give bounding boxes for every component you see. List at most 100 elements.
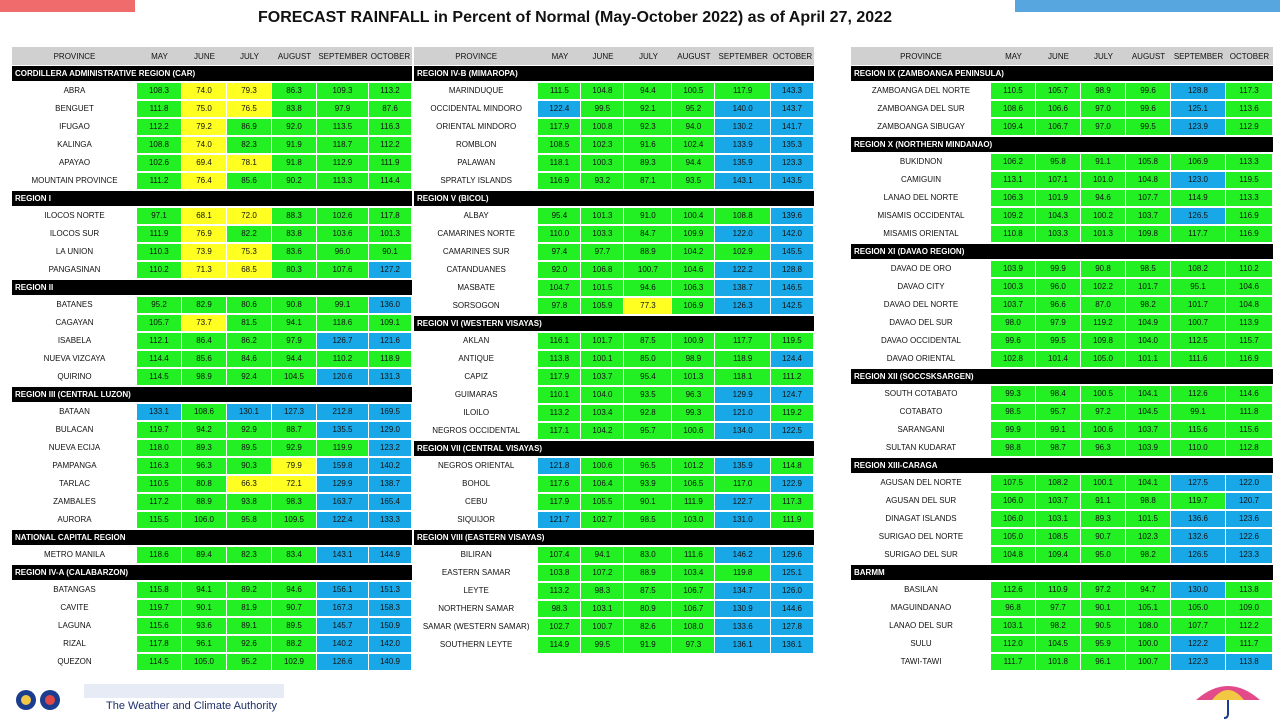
rainfall-value-cell: 97.9 — [317, 101, 368, 117]
rainfall-value-cell: 111.6 — [672, 547, 715, 563]
table-row: DAVAO DE ORO 103.9 99.9 90.8 98.5 108.2 110.2 — [851, 261, 1273, 277]
rainfall-value-cell: 102.7 — [538, 619, 581, 635]
rainfall-value-cell: 82.3 — [227, 137, 271, 153]
rainfall-value-cell: 87.5 — [624, 583, 672, 599]
rainfall-value-cell: 101.3 — [672, 369, 715, 385]
rainfall-value-cell: 112.2 — [369, 137, 411, 153]
table-row: LANAO DEL NORTE 106.3 101.9 94.6 107.7 114.9 1… — [851, 190, 1273, 206]
rainfall-value-cell: 140.2 — [369, 458, 411, 474]
rainfall-value-cell: 124.4 — [770, 351, 814, 367]
rainfall-value-cell: 101.3 — [1081, 226, 1125, 242]
rainfall-value-cell: 109.3 — [317, 83, 368, 99]
rainfall-value-cell: 129.9 — [715, 387, 770, 403]
rainfall-value-cell: 111.5 — [538, 83, 581, 99]
rainfall-value-cell: 101.2 — [672, 458, 715, 474]
rainfall-value-cell: 99.5 — [1126, 119, 1170, 135]
rainfall-value-cell: 94.1 — [182, 582, 226, 598]
rainfall-value-cell: 121.6 — [369, 333, 411, 349]
column-header: SEPTEMBER — [1173, 51, 1224, 61]
rainfall-value-cell: 80.3 — [272, 262, 316, 278]
rainfall-value-cell: 112.2 — [137, 119, 181, 135]
province-name: ZAMBOANGA SIBUGAY — [877, 122, 965, 131]
rainfall-value-cell: 98.2 — [1126, 297, 1170, 313]
rainfall-value-cell: 114.6 — [1226, 386, 1272, 402]
province-name: LA UNION — [55, 247, 94, 256]
rainfall-value-cell: 95.1 — [1171, 279, 1225, 295]
table-row: DAVAO DEL NORTE 103.7 96.6 87.0 98.2 101.7 104… — [851, 297, 1273, 313]
province-name: LAGUNA — [58, 621, 91, 630]
table-row: SPRATLY ISLANDS 116.9 93.2 87.1 93.5 143.1 143… — [414, 173, 814, 189]
rainfall-value-cell: 98.3 — [538, 601, 581, 617]
rainfall-value-cell: 117.3 — [1226, 83, 1272, 99]
table-row: KALINGA 108.8 74.0 82.3 91.9 118.7 112.2 — [12, 137, 412, 153]
rainfall-value-cell: 74.0 — [182, 83, 226, 99]
rainfall-value-cell: 81.9 — [227, 600, 271, 616]
rainfall-value-cell: 101.4 — [1036, 351, 1080, 367]
rainfall-value-cell: 102.6 — [137, 155, 181, 171]
rainfall-value-cell: 109.0 — [1226, 600, 1272, 616]
rainfall-value-cell: 106.2 — [991, 154, 1035, 170]
rainfall-value-cell: 87.5 — [624, 333, 672, 349]
rainfall-value-cell: 83.8 — [272, 101, 316, 117]
province-name: CAGAYAN — [55, 318, 94, 327]
province-name: LANAO DEL SUR — [889, 621, 953, 630]
rainfall-value-cell: 121.7 — [538, 512, 581, 528]
rainfall-value-cell: 130.0 — [1171, 582, 1225, 598]
province-name: BATANES — [56, 300, 93, 309]
rainfall-value-cell: 105.1 — [1126, 600, 1170, 616]
rainfall-value-cell: 138.7 — [715, 280, 770, 296]
rainfall-value-cell: 109.4 — [991, 119, 1035, 135]
rainfall-value-cell: 111.2 — [137, 173, 181, 189]
rainfall-value-cell: 96.3 — [182, 458, 226, 474]
rainfall-value-cell: 119.7 — [1171, 493, 1225, 509]
column-header: PROVINCE — [900, 51, 942, 61]
rainfall-value-cell: 106.7 — [1036, 119, 1080, 135]
rainfall-value-cell: 101.3 — [581, 208, 624, 224]
rainfall-value-cell: 103.1 — [991, 618, 1035, 634]
table-panel-1: PROVINCE MAY JUNE JULY AUGUST SEPTEMBER OCTOBE… — [12, 47, 412, 672]
rainfall-value-cell: 95.2 — [227, 654, 271, 670]
rainfall-value-cell: 115.7 — [1226, 333, 1272, 349]
rainfall-value-cell: 99.5 — [581, 637, 624, 653]
rainfall-value-cell: 109.1 — [369, 315, 411, 331]
rainfall-value-cell: 93.5 — [672, 173, 715, 189]
table-row: ILOCOS NORTE 97.1 68.1 72.0 88.3 102.6 117.8 — [12, 208, 412, 224]
rainfall-value-cell: 100.3 — [991, 279, 1035, 295]
rainfall-value-cell: 106.3 — [672, 280, 715, 296]
rainfall-value-cell: 97.7 — [581, 244, 624, 260]
rainfall-value-cell: 99.3 — [991, 386, 1035, 402]
rainfall-value-cell: 119.5 — [770, 333, 814, 349]
table-row: LAGUNA 115.6 93.6 89.1 89.5 145.7 150.9 — [12, 618, 412, 634]
rainfall-value-cell: 90.7 — [272, 600, 316, 616]
rainfall-value-cell: 167.3 — [317, 600, 368, 616]
rainfall-value-cell: 100.0 — [1126, 636, 1170, 652]
table-row: SIQUIJOR 121.7 102.7 98.5 103.0 131.0 111.9 — [414, 512, 814, 528]
table-row: BUKIDNON 106.2 95.8 91.1 105.8 106.9 113.3 — [851, 154, 1273, 170]
rainfall-value-cell: 119.2 — [770, 405, 814, 421]
rainfall-value-cell: 103.3 — [581, 226, 624, 242]
rainfall-value-cell: 99.5 — [581, 101, 624, 117]
province-name: RIZAL — [63, 639, 86, 648]
rainfall-value-cell: 119.9 — [317, 440, 368, 456]
rainfall-value-cell: 119.7 — [137, 422, 181, 438]
rainfall-value-cell: 78.1 — [227, 155, 271, 171]
rainfall-value-cell: 92.4 — [227, 369, 271, 385]
rainfall-value-cell: 101.0 — [1081, 172, 1125, 188]
province-name: MAGUINDANAO — [890, 603, 952, 612]
rainfall-value-cell: 112.9 — [1226, 119, 1272, 135]
province-name: CATANDUANES — [446, 265, 506, 274]
rainfall-value-cell: 141.7 — [770, 119, 814, 135]
rainfall-value-cell: 143.3 — [770, 83, 814, 99]
province-name: MISAMIS ORIENTAL — [883, 229, 959, 238]
rainfall-value-cell: 104.0 — [581, 387, 624, 403]
province-name: TARLAC — [59, 479, 90, 488]
rainfall-value-cell: 104.8 — [581, 83, 624, 99]
rainfall-value-cell: 101.9 — [1036, 190, 1080, 206]
rainfall-value-cell: 76.9 — [182, 226, 226, 242]
rainfall-value-cell: 118.7 — [317, 137, 368, 153]
table-row: ZAMBOANGA DEL SUR 108.6 106.6 97.0 99.6 125.1… — [851, 101, 1273, 117]
rainfall-value-cell: 103.7 — [1126, 422, 1170, 438]
rainfall-value-cell: 122.0 — [715, 226, 770, 242]
rainfall-value-cell: 156.1 — [317, 582, 368, 598]
rainfall-value-cell: 90.1 — [182, 600, 226, 616]
